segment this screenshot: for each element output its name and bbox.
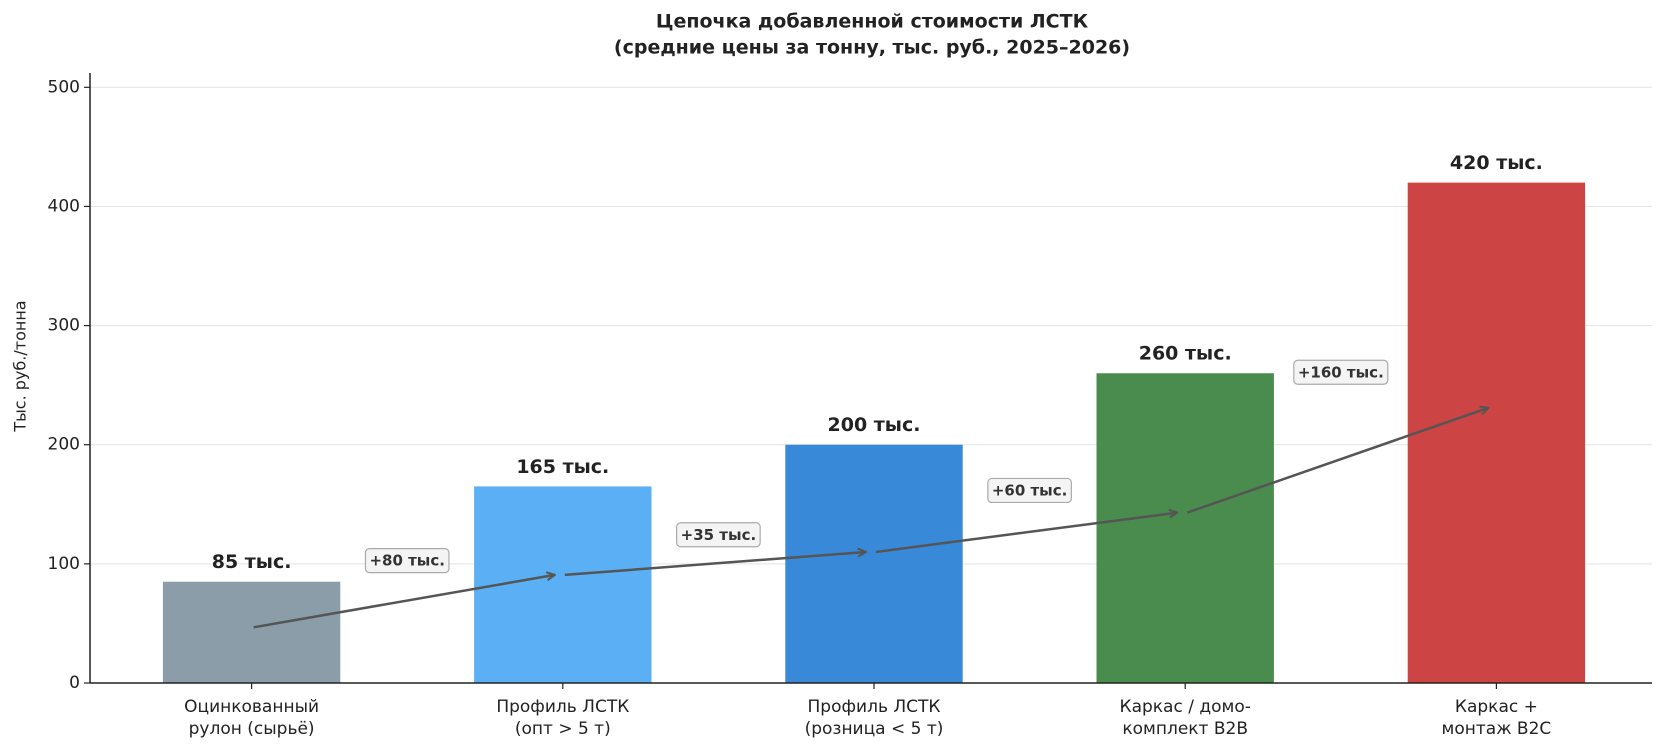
arrow [875,513,1177,554]
annotation-box [676,522,761,548]
annotation: +35 тыс. [676,522,761,548]
bar [785,444,963,683]
chart-subtitle: (средние цены за тонну, тыс. руб., 2025–… [614,37,1130,59]
value-label: 200 тыс. [828,414,921,436]
annotation: +160 тыс. [1293,359,1389,385]
bar [1096,373,1274,683]
x-tick-label: Профиль ЛСТК (розница < 5 т) [805,697,944,739]
annotation-box [364,548,450,574]
value-label: 165 тыс. [516,456,609,478]
annotation-box [987,477,1072,504]
annotation: +60 тыс. [987,477,1072,504]
value-label: 420 тыс. [1450,152,1543,174]
bar [1407,182,1586,683]
value-label: 85 тыс. [212,551,292,573]
x-tick-label: Каркас + монтаж B2C [1442,697,1552,739]
x-tick-label: Оцинкованный рулон (сырьё) [184,697,319,739]
annotation-label: +60 тыс. [992,481,1068,499]
x-tick-label: Профиль ЛСТК (опт > 5 т) [496,697,629,739]
annotation-label: +35 тыс. [681,526,757,544]
arrow [253,575,555,629]
y-axis-label: Тыс. руб./тонна [11,300,30,432]
y-tick-label: 500 [48,77,80,97]
arrow [564,552,866,577]
y-tick-label: 300 [48,316,80,336]
x-tick-label: Каркас / домо-комплект B2B [1120,697,1251,739]
annotation-box [1293,359,1389,385]
y-tick-label: 200 [48,435,80,455]
arrow [1186,408,1488,514]
chart-title: Цепочка добавленной стоимости ЛСТК [656,11,1089,33]
y-tick-label: 0 [69,673,80,693]
annotation-label: +80 тыс. [369,552,445,570]
annotation: +80 тыс. [364,548,450,574]
annotation-label: +160 тыс. [1298,363,1384,381]
y-tick-label: 400 [48,196,80,216]
y-tick-label: 100 [48,554,80,574]
bar [162,581,341,683]
value-label: 260 тыс. [1139,343,1232,365]
